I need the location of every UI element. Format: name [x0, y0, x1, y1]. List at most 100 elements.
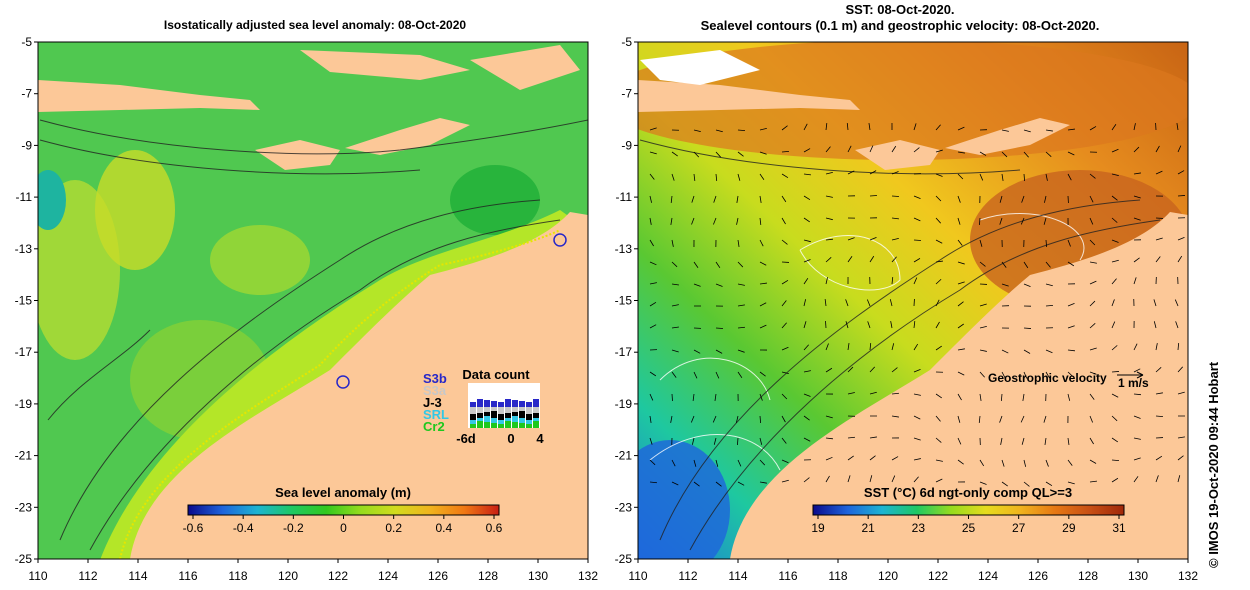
velocity-arrow — [693, 151, 700, 158]
velocity-arrow — [1023, 173, 1026, 182]
velocity-arrow — [1133, 172, 1141, 175]
velocity-arrow — [979, 459, 985, 467]
velocity-arrow — [1133, 123, 1136, 131]
velocity-arrow — [671, 349, 679, 353]
velocity-arrow — [803, 195, 811, 201]
sla-low-patch — [450, 165, 540, 235]
velocity-arrow — [845, 299, 849, 307]
count-bar-segment — [470, 424, 476, 428]
imos-credit: © IMOS 19-Oct-2020 09:44 Hobart — [1206, 361, 1221, 568]
velocity-legend-label: Geostrophic velocity — [988, 371, 1107, 385]
velocity-arrow — [891, 456, 899, 461]
velocity-arrow — [1111, 459, 1120, 461]
velocity-arrow — [1043, 415, 1047, 423]
count-bar-segment — [484, 407, 490, 412]
velocity-arrow — [1001, 481, 1008, 487]
velocity-arrow — [1089, 371, 1097, 375]
right-title-line2: Sealevel contours (0.1 m) and geostrophi… — [700, 18, 1100, 33]
velocity-arrow — [1155, 455, 1163, 461]
velocity-arrow — [713, 195, 717, 203]
count-bar-segment — [491, 407, 497, 411]
velocity-arrow — [1089, 126, 1097, 131]
x-tick-label: 124 — [978, 569, 998, 583]
velocity-arrow — [847, 436, 856, 439]
velocity-arrow — [846, 122, 849, 131]
velocity-arrow — [671, 239, 674, 247]
y-tick-label: -21 — [15, 449, 33, 463]
velocity-arrow — [670, 415, 673, 423]
velocity-arrow — [803, 277, 809, 285]
velocity-arrow — [1089, 480, 1097, 483]
velocity-arrow — [1111, 278, 1117, 285]
x-tick-label: 112 — [678, 569, 697, 583]
velocity-arrow — [913, 343, 919, 351]
velocity-arrow — [978, 415, 981, 424]
velocity-arrow — [1177, 436, 1185, 439]
velocity-arrow — [891, 367, 898, 373]
velocity-arrow — [1067, 151, 1075, 156]
velocity-arrow — [847, 170, 855, 175]
velocity-arrow — [999, 195, 1003, 203]
velocity-arrow — [1045, 173, 1048, 181]
velocity-arrow — [1089, 195, 1094, 203]
velocity-arrow — [1111, 415, 1118, 422]
velocity-arrow — [670, 195, 673, 203]
map-axes: -5 -7 -9 -11 -13 -15 -17 -19 -21 -23 -25 110 112 114 1… — [15, 35, 1199, 583]
count-bar-segment — [505, 421, 511, 428]
velocity-arrow — [692, 393, 695, 401]
velocity-arrow — [1067, 128, 1075, 131]
count-bar-segment — [519, 411, 525, 418]
velocity-arrow — [737, 283, 745, 286]
velocity-arrow — [869, 145, 874, 153]
count-bar-segment — [526, 420, 532, 424]
velocity-arrow — [803, 259, 811, 263]
count-bar-segment — [470, 407, 476, 414]
colorbar-tick-label: 25 — [962, 521, 976, 535]
velocity-arrow — [781, 173, 789, 179]
x-tick-label: 128 — [1078, 569, 1098, 583]
velocity-arrow — [737, 481, 745, 486]
velocity-arrow — [1155, 170, 1163, 175]
velocity-arrow — [1067, 393, 1071, 401]
velocity-arrow — [891, 171, 899, 175]
velocity-arrow — [714, 393, 717, 401]
y-tick-label: -19 — [615, 397, 633, 411]
y-tick-label: -19 — [15, 397, 33, 411]
velocity-arrow — [781, 195, 787, 203]
x-tick-label: 120 — [278, 569, 298, 583]
velocity-arrow — [715, 129, 723, 133]
velocity-arrow — [935, 124, 941, 131]
velocity-arrow — [999, 415, 1003, 423]
velocity-arrow — [1089, 393, 1095, 400]
velocity-arrow — [957, 261, 965, 265]
velocity-arrow — [1067, 349, 1075, 352]
colorbar-tick-label: -0.2 — [283, 521, 304, 535]
velocity-arrow — [737, 129, 746, 132]
velocity-arrow — [847, 145, 852, 153]
velocity-arrow — [935, 239, 943, 244]
velocity-arrow — [869, 342, 872, 351]
velocity-arrow — [825, 277, 828, 285]
velocity-arrow — [759, 393, 763, 401]
velocity-arrow — [891, 256, 897, 263]
count-bar-segment — [491, 411, 497, 418]
velocity-arrow — [1043, 217, 1047, 225]
count-x-tick: 4 — [536, 431, 544, 446]
count-bar-segment — [477, 421, 483, 428]
velocity-arrow — [1067, 459, 1073, 466]
right-panel-title: SST: 08-Oct-2020. Sealevel contours (0.1… — [600, 2, 1200, 34]
velocity-arrow — [891, 217, 899, 220]
velocity-arrow — [1045, 371, 1050, 379]
velocity-arrow — [957, 459, 964, 465]
velocity-arrow — [891, 145, 897, 153]
velocity-arrow — [693, 283, 701, 287]
velocity-arrow — [913, 393, 921, 396]
velocity-arrow — [712, 415, 717, 423]
count-bar-segment — [533, 407, 539, 413]
velocity-arrow — [759, 324, 767, 329]
velocity-arrow — [825, 195, 833, 198]
velocity-arrow — [781, 459, 789, 464]
velocity-arrow — [1089, 459, 1097, 464]
velocity-arrow — [869, 391, 877, 395]
velocity-arrow — [825, 475, 830, 483]
